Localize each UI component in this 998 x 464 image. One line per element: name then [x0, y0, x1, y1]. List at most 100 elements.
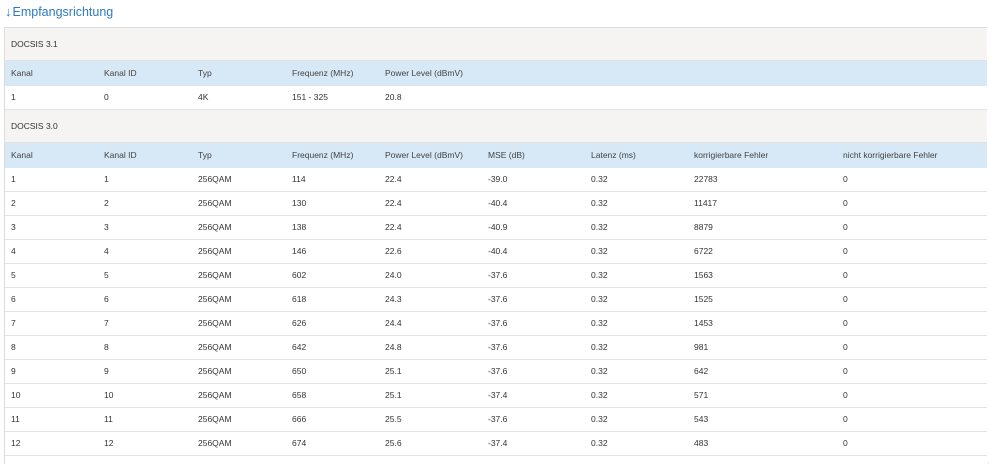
table-cell: 6: [11, 294, 16, 304]
table-cell: 0: [843, 438, 848, 448]
table-cell: 114: [292, 174, 306, 184]
table-cell: 5: [104, 270, 109, 280]
table-cell: 151 - 325: [292, 92, 328, 102]
docsis31-table: Kanal Kanal ID Typ Frequenz (MHz) Power Leve…: [5, 61, 988, 110]
table-cell: 618: [292, 294, 307, 304]
table-cell: 642: [694, 366, 709, 376]
table-cell: 0: [104, 92, 109, 102]
table-cell: 2: [11, 198, 16, 208]
table-cell: 7: [104, 318, 109, 328]
table-row: 6 6 256QAM 618 24.3 -37.6 0.32 1525 0: [5, 288, 988, 312]
table-cell: 650: [292, 366, 307, 376]
table-cell: 7: [11, 318, 16, 328]
table-cell: 22.6: [385, 246, 402, 256]
table-cell: 6722: [694, 246, 713, 256]
table-row: 12 12 256QAM 674 25.6 -37.4 0.32 483 0: [5, 432, 988, 456]
table-cell: 25.1: [385, 390, 402, 400]
table-cell: 256QAM: [198, 222, 232, 232]
docsis30-header: DOCSIS 3.0: [5, 110, 988, 143]
table-cell: 0.32: [591, 174, 608, 184]
column-header: Latenz (ms): [591, 150, 636, 160]
table-cell: -37.4: [488, 438, 508, 448]
column-header: Typ: [198, 68, 212, 78]
table-cell: 0: [843, 174, 848, 184]
column-header: nicht korrigierbare Fehler: [843, 150, 938, 160]
table-cell: -40.4: [488, 246, 508, 256]
column-header: Kanal ID: [104, 150, 137, 160]
table-cell: 0.32: [591, 318, 608, 328]
table-row: 9 9 256QAM 650 25.1 -37.6 0.32 642 0: [5, 360, 988, 384]
column-header: korrigierbare Fehler: [694, 150, 769, 160]
table-cell: 4K: [198, 92, 209, 102]
table-cell: 256QAM: [198, 366, 232, 376]
table-cell: 658: [292, 390, 307, 400]
table-cell: -37.6: [488, 318, 508, 328]
table-cell: 0.32: [591, 438, 608, 448]
column-header: Typ: [198, 150, 212, 160]
table-cell: 674: [292, 438, 307, 448]
table-cell: 0: [843, 390, 848, 400]
table-row: 3 3 256QAM 138 22.4 -40.9 0.32 8879 0: [5, 216, 988, 240]
table-cell: 256QAM: [198, 390, 232, 400]
table-cell: 483: [694, 438, 709, 448]
table-cell: 0.32: [591, 366, 608, 376]
table-cell: 130: [292, 198, 307, 208]
table-cell: 0: [843, 318, 848, 328]
table-cell: 0: [843, 270, 848, 280]
table-cell: 0: [843, 198, 848, 208]
table-cell: -40.9: [488, 222, 508, 232]
table-cell: -39.0: [488, 174, 508, 184]
table-cell: 256QAM: [198, 342, 232, 352]
table-cell: 11: [104, 414, 113, 424]
table-cell: 24.8: [385, 342, 402, 352]
table-row: 1 0 4K 151 - 325 20.8: [5, 86, 988, 110]
column-header: Kanal: [11, 68, 33, 78]
table-cell: 0: [843, 246, 848, 256]
table-cell: 9: [104, 366, 109, 376]
table-cell: 1: [11, 92, 16, 102]
section-heading-downstream[interactable]: ↓Empfangsrichtung: [5, 3, 113, 21]
table-cell: 0.32: [591, 414, 608, 424]
table-cell: 1: [104, 174, 109, 184]
table-cell: 0.32: [591, 342, 608, 352]
column-header: Power Level (dBmV): [385, 68, 463, 78]
table-cell: 10: [11, 390, 21, 400]
table-row: 8 8 256QAM 642 24.8 -37.6 0.32 981 0: [5, 336, 988, 360]
column-header: Frequenz (MHz): [292, 150, 354, 160]
table-cell: 0.32: [591, 270, 608, 280]
table-cell: 0.32: [591, 222, 608, 232]
table-cell: 256QAM: [198, 318, 232, 328]
table-header-row: Kanal Kanal ID Typ Frequenz (MHz) Power Leve…: [5, 143, 988, 168]
section-title: Empfangsrichtung: [12, 5, 114, 19]
table-cell: -37.6: [488, 294, 508, 304]
table-cell: 0.32: [591, 198, 608, 208]
table-cell: 0.32: [591, 390, 608, 400]
table-header-row: Kanal Kanal ID Typ Frequenz (MHz) Power Leve…: [5, 61, 988, 86]
table-cell: 25.5: [385, 414, 402, 424]
column-header: MSE (dB): [488, 150, 525, 160]
table-cell: 4: [104, 246, 109, 256]
table-cell: 22.4: [385, 198, 402, 208]
table-cell: 8: [11, 342, 16, 352]
table-cell: 25.6: [385, 438, 402, 448]
table-cell: 571: [694, 390, 709, 400]
table-cell: 9: [11, 366, 16, 376]
table-cell: 1525: [694, 294, 713, 304]
table-cell: 1453: [694, 318, 713, 328]
table-cell: 11417: [694, 198, 718, 208]
table-cell: 3: [104, 222, 109, 232]
table-cell: 6: [104, 294, 109, 304]
table-cell: 0: [843, 366, 848, 376]
table-row: 10 10 256QAM 658 25.1 -37.4 0.32 571 0: [5, 384, 988, 408]
table-cell: 146: [292, 246, 307, 256]
table-cell: -37.4: [488, 390, 508, 400]
table-row: 7 7 256QAM 626 24.4 -37.6 0.32 1453 0: [5, 312, 988, 336]
table-cell: 24.3: [385, 294, 402, 304]
arrow-down-icon: ↓: [5, 4, 12, 19]
table-row: 2 2 256QAM 130 22.4 -40.4 0.32 11417 0: [5, 192, 988, 216]
table-cell: -37.6: [488, 414, 508, 424]
table-cell: 1: [11, 174, 16, 184]
table-cell: 642: [292, 342, 307, 352]
table-cell: 12: [104, 438, 114, 448]
table-cell: 0.32: [591, 246, 608, 256]
